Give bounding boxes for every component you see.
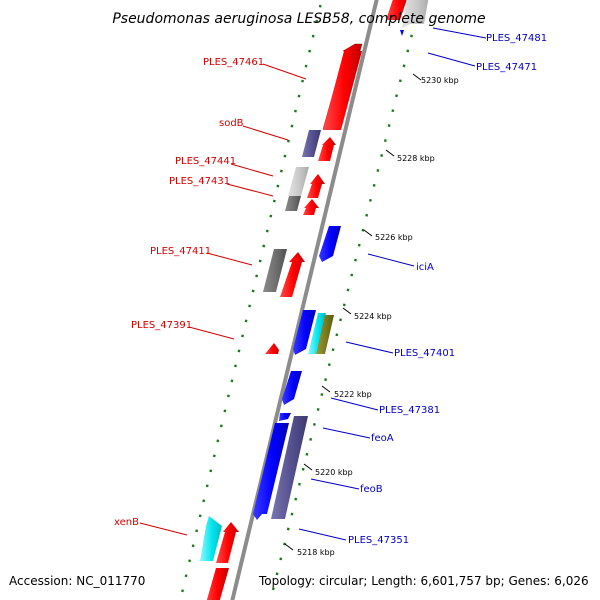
- gene-ples-47401-blue[interactable]: [293, 310, 316, 355]
- gene-red-xenb-adjacent[interactable]: [216, 522, 239, 563]
- tick-label-5226: 5226 kbp: [375, 233, 413, 242]
- leader-icia: [367, 253, 415, 267]
- label-ples-47351[interactable]: PLES_47351: [348, 535, 409, 546]
- inner-dotted-ring: [179, 0, 323, 600]
- gene-feoa[interactable]: [279, 413, 291, 421]
- gene-red-small-1[interactable]: [307, 174, 325, 198]
- leader-ples-47481: [432, 27, 487, 39]
- label-ples-47411[interactable]: PLES_47411: [150, 246, 211, 257]
- gene-ples-47381[interactable]: [282, 371, 302, 405]
- tick-label-5222: 5222 kbp: [334, 390, 372, 399]
- tick-mark: [342, 307, 352, 315]
- genome-backbone: [230, 0, 379, 600]
- leader-feob: [310, 478, 360, 490]
- gene-sodb[interactable]: [302, 130, 321, 157]
- gene-icia[interactable]: [319, 226, 341, 262]
- gene-red-top[interactable]: [386, 0, 410, 20]
- leader-xenb: [139, 522, 188, 536]
- label-ples-47431[interactable]: PLES_47431: [169, 176, 230, 187]
- label-xenb[interactable]: xenB: [114, 517, 139, 528]
- tick-mark: [412, 73, 422, 81]
- gene-red-small-2[interactable]: [303, 199, 319, 215]
- leader-ples-47461: [262, 63, 307, 80]
- leader-ples-47401: [345, 341, 394, 354]
- tick-label-5230: 5230 kbp: [421, 76, 459, 85]
- gene-ples-47391[interactable]: [265, 343, 279, 354]
- label-icia[interactable]: iciA: [416, 262, 434, 273]
- tick-mark: [321, 385, 331, 393]
- gene-xenb[interactable]: [200, 516, 222, 561]
- gene-ples-47401[interactable]: [316, 315, 334, 354]
- backbone-ticks: [284, 73, 422, 551]
- label-ples-47461[interactable]: PLES_47461: [203, 57, 264, 68]
- genome-summary-text: Topology: circular; Length: 6,601,757 bp…: [259, 574, 589, 588]
- label-ples-47481[interactable]: PLES_47481: [486, 33, 547, 44]
- gene-ples-47401-cyan[interactable]: [308, 313, 326, 354]
- gene-ples-47441[interactable]: [288, 167, 309, 196]
- leader-feoa: [322, 427, 371, 439]
- label-ples-47381[interactable]: PLES_47381: [379, 405, 440, 416]
- tick-mark: [284, 543, 294, 551]
- gene-feob[interactable]: [253, 423, 289, 520]
- leader-sodb: [242, 125, 289, 141]
- gene-ples-47421[interactable]: [280, 252, 305, 297]
- left-leader-lines: [139, 63, 307, 536]
- tick-label-5228: 5228 kbp: [397, 154, 435, 163]
- gene-ples-47411[interactable]: [263, 249, 287, 292]
- leader-ples-47381: [330, 397, 379, 411]
- label-ples-47401[interactable]: PLES_47401: [394, 348, 455, 359]
- leader-ples-47431: [226, 183, 274, 197]
- leader-ples-47391: [188, 326, 235, 340]
- tick-mark: [363, 229, 373, 237]
- dotted-ring-left: [179, 0, 323, 600]
- gene-ples-47451[interactable]: [318, 137, 336, 161]
- leader-ples-47351: [298, 528, 347, 541]
- tick-label-5224: 5224 kbp: [354, 312, 392, 321]
- label-feoa[interactable]: feoA: [371, 433, 394, 444]
- gene-ples-47481[interactable]: [402, 0, 430, 28]
- leader-ples-47411: [206, 252, 253, 266]
- gene-ples-47471[interactable]: [400, 30, 404, 36]
- gene-red-bottom[interactable]: [204, 568, 229, 600]
- tick-mark: [385, 149, 395, 157]
- leader-ples-47441: [230, 163, 274, 177]
- gene-features: [200, 0, 430, 600]
- label-ples-47391[interactable]: PLES_47391: [131, 320, 192, 331]
- label-feob[interactable]: feoB: [360, 484, 383, 495]
- label-sodb[interactable]: sodB: [219, 118, 244, 129]
- tick-mark: [303, 463, 313, 471]
- gene-ples-47461-body[interactable]: [323, 51, 362, 130]
- tick-label-5220: 5220 kbp: [315, 468, 353, 477]
- label-ples-47441[interactable]: PLES_47441: [175, 156, 236, 167]
- label-ples-47471[interactable]: PLES_47471: [476, 62, 537, 73]
- right-leader-lines: [298, 27, 487, 541]
- accession-text: Accession: NC_011770: [9, 574, 146, 588]
- map-title: Pseudomonas aeruginosa LESB58, complete …: [112, 11, 485, 27]
- gene-feob-purple[interactable]: [271, 416, 308, 519]
- gene-ples-47431[interactable]: [285, 196, 301, 211]
- tick-label-5218: 5218 kbp: [297, 548, 335, 557]
- leader-ples-47471: [427, 52, 476, 67]
